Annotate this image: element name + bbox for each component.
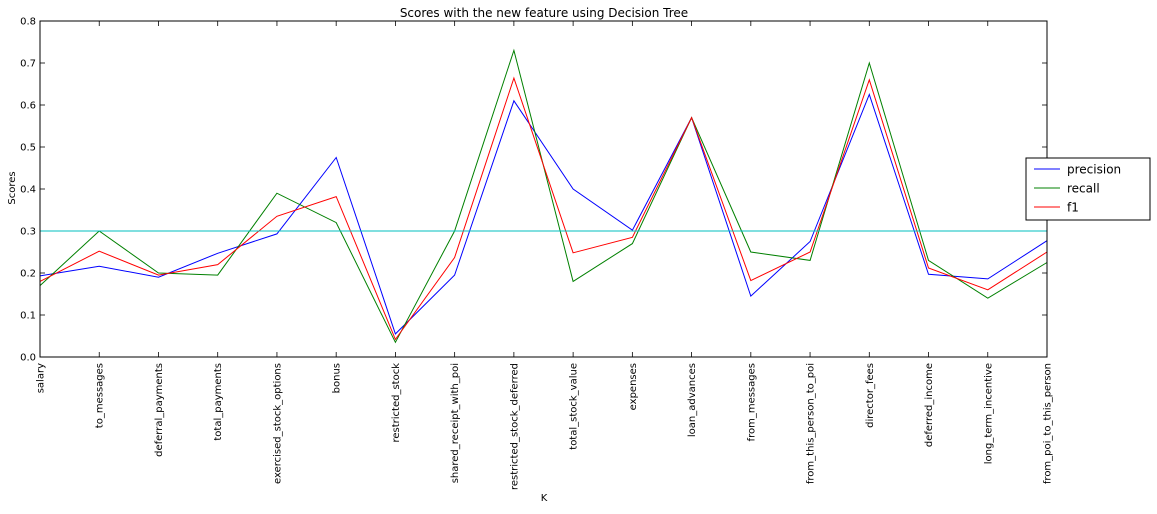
x-tick-label: director_fees [865, 363, 876, 428]
legend-label: recall [1067, 182, 1100, 196]
x-tick-label: long_term_incentive [983, 363, 994, 464]
y-tick-label: 0.0 [20, 353, 36, 364]
x-tick-label: from_this_person_to_poi [806, 363, 817, 484]
x-axis-label: K [541, 493, 548, 504]
y-axis-label: Scores [7, 171, 18, 204]
x-tick-label: restricted_stock [391, 363, 402, 443]
x-tick-label: from_poi_to_this_person [1043, 363, 1054, 484]
x-tick-label: from_messages [746, 363, 757, 441]
x-tick-label: deferred_income [924, 363, 935, 447]
legend: precision recall f1 [1025, 157, 1151, 221]
x-tick-label: bonus [332, 363, 343, 393]
legend-label: f1 [1067, 201, 1079, 215]
y-tick-label: 0.6 [20, 101, 36, 112]
x-tick-label: expenses [628, 363, 639, 410]
y-tick-label: 0.3 [20, 227, 36, 238]
x-tick-label: total_payments [213, 363, 224, 441]
y-tick-label: 0.5 [20, 143, 36, 154]
chart-title: Scores with the new feature using Decisi… [400, 6, 688, 20]
y-tick-label: 0.1 [20, 311, 36, 322]
series-line-precision [39, 93, 1048, 335]
x-tick-label: total_stock_value [569, 363, 580, 450]
x-tick-label: salary [36, 363, 47, 393]
y-tick-label: 0.7 [20, 59, 36, 70]
legend-box [1025, 157, 1151, 221]
plot-area: 0.0 0.1 0.2 0.3 0.4 0.5 0.6 0.7 0.8 salary to_mess… [20, 17, 1053, 491]
x-tick-label: restricted_stock_deferred [509, 363, 520, 490]
legend-label: precision [1067, 163, 1121, 177]
x-tick-label: to_messages [95, 363, 106, 428]
y-tick-label: 0.2 [20, 269, 36, 280]
x-tick-label: shared_receipt_with_poi [450, 363, 461, 483]
y-tick-label: 0.4 [20, 185, 36, 196]
x-tick-label: exercised_stock_options [272, 363, 283, 484]
x-tick-label: deferral_payments [154, 363, 165, 457]
y-tick-label: 0.8 [20, 17, 36, 28]
series-line-f1 [39, 76, 1048, 341]
x-tick-label: loan_advances [687, 363, 698, 437]
plot-background [40, 21, 1047, 357]
